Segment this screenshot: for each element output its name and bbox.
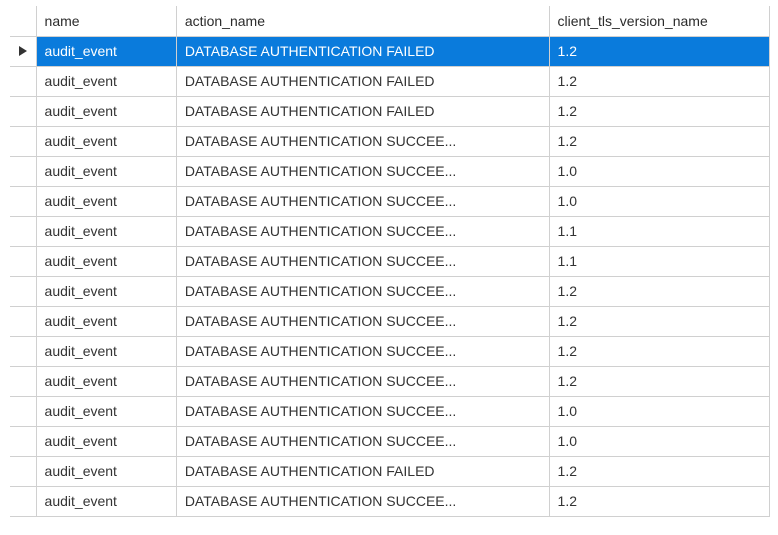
cell-name[interactable]: audit_event (36, 246, 176, 276)
cell-name[interactable]: audit_event (36, 186, 176, 216)
row-indicator[interactable] (10, 396, 36, 426)
row-indicator[interactable] (10, 276, 36, 306)
table-row[interactable]: audit_eventDATABASE AUTHENTICATION FAILE… (10, 36, 770, 66)
current-row-arrow-icon (18, 45, 28, 57)
table-row[interactable]: audit_eventDATABASE AUTHENTICATION FAILE… (10, 66, 770, 96)
table-row[interactable]: audit_eventDATABASE AUTHENTICATION SUCCE… (10, 306, 770, 336)
cell-name[interactable]: audit_event (36, 366, 176, 396)
cell-name[interactable]: audit_event (36, 66, 176, 96)
cell-action[interactable]: DATABASE AUTHENTICATION SUCCEE... (176, 186, 549, 216)
cell-action[interactable]: DATABASE AUTHENTICATION SUCCEE... (176, 216, 549, 246)
table-row[interactable]: audit_eventDATABASE AUTHENTICATION SUCCE… (10, 126, 770, 156)
cell-tls[interactable]: 1.0 (549, 396, 769, 426)
row-indicator-header (10, 6, 36, 36)
cell-name[interactable]: audit_event (36, 396, 176, 426)
cell-action[interactable]: DATABASE AUTHENTICATION SUCCEE... (176, 486, 549, 516)
table-row[interactable]: audit_eventDATABASE AUTHENTICATION FAILE… (10, 96, 770, 126)
cell-action[interactable]: DATABASE AUTHENTICATION SUCCEE... (176, 126, 549, 156)
cell-action[interactable]: DATABASE AUTHENTICATION SUCCEE... (176, 306, 549, 336)
row-indicator[interactable] (10, 36, 36, 66)
cell-action[interactable]: DATABASE AUTHENTICATION SUCCEE... (176, 366, 549, 396)
column-header-name[interactable]: name (36, 6, 176, 36)
row-indicator[interactable] (10, 336, 36, 366)
cell-tls[interactable]: 1.2 (549, 36, 769, 66)
cell-name[interactable]: audit_event (36, 306, 176, 336)
cell-name[interactable]: audit_event (36, 126, 176, 156)
table-row[interactable]: audit_eventDATABASE AUTHENTICATION SUCCE… (10, 426, 770, 456)
cell-name[interactable]: audit_event (36, 36, 176, 66)
row-indicator[interactable] (10, 126, 36, 156)
column-header-tls[interactable]: client_tls_version_name (549, 6, 769, 36)
table-row[interactable]: audit_eventDATABASE AUTHENTICATION SUCCE… (10, 156, 770, 186)
cell-tls[interactable]: 1.1 (549, 216, 769, 246)
cell-action[interactable]: DATABASE AUTHENTICATION FAILED (176, 36, 549, 66)
cell-tls[interactable]: 1.0 (549, 156, 769, 186)
cell-tls[interactable]: 1.1 (549, 246, 769, 276)
cell-action[interactable]: DATABASE AUTHENTICATION SUCCEE... (176, 426, 549, 456)
table-row[interactable]: audit_eventDATABASE AUTHENTICATION SUCCE… (10, 486, 770, 516)
column-header-action[interactable]: action_name (176, 6, 549, 36)
cell-name[interactable]: audit_event (36, 486, 176, 516)
cell-tls[interactable]: 1.2 (549, 66, 769, 96)
cell-action[interactable]: DATABASE AUTHENTICATION SUCCEE... (176, 336, 549, 366)
table-row[interactable]: audit_eventDATABASE AUTHENTICATION SUCCE… (10, 336, 770, 366)
cell-name[interactable]: audit_event (36, 216, 176, 246)
cell-name[interactable]: audit_event (36, 96, 176, 126)
cell-tls[interactable]: 1.0 (549, 186, 769, 216)
row-indicator[interactable] (10, 66, 36, 96)
row-indicator[interactable] (10, 456, 36, 486)
table-row[interactable]: audit_eventDATABASE AUTHENTICATION SUCCE… (10, 246, 770, 276)
cell-name[interactable]: audit_event (36, 156, 176, 186)
row-indicator[interactable] (10, 186, 36, 216)
cell-name[interactable]: audit_event (36, 426, 176, 456)
cell-name[interactable]: audit_event (36, 456, 176, 486)
cell-name[interactable]: audit_event (36, 276, 176, 306)
cell-action[interactable]: DATABASE AUTHENTICATION FAILED (176, 66, 549, 96)
row-indicator[interactable] (10, 426, 36, 456)
cell-action[interactable]: DATABASE AUTHENTICATION SUCCEE... (176, 246, 549, 276)
row-indicator[interactable] (10, 306, 36, 336)
table-row[interactable]: audit_eventDATABASE AUTHENTICATION FAILE… (10, 456, 770, 486)
table-row[interactable]: audit_eventDATABASE AUTHENTICATION SUCCE… (10, 276, 770, 306)
cell-tls[interactable]: 1.2 (549, 96, 769, 126)
cell-tls[interactable]: 1.2 (549, 456, 769, 486)
row-indicator[interactable] (10, 366, 36, 396)
cell-action[interactable]: DATABASE AUTHENTICATION SUCCEE... (176, 276, 549, 306)
cell-tls[interactable]: 1.2 (549, 306, 769, 336)
header-row: name action_name client_tls_version_name (10, 6, 770, 36)
results-grid[interactable]: name action_name client_tls_version_name… (10, 6, 770, 517)
cell-action[interactable]: DATABASE AUTHENTICATION FAILED (176, 96, 549, 126)
cell-tls[interactable]: 1.2 (549, 366, 769, 396)
table-row[interactable]: audit_eventDATABASE AUTHENTICATION SUCCE… (10, 366, 770, 396)
table-row[interactable]: audit_eventDATABASE AUTHENTICATION SUCCE… (10, 186, 770, 216)
cell-tls[interactable]: 1.2 (549, 126, 769, 156)
row-indicator[interactable] (10, 156, 36, 186)
row-indicator[interactable] (10, 96, 36, 126)
cell-tls[interactable]: 1.2 (549, 276, 769, 306)
cell-action[interactable]: DATABASE AUTHENTICATION SUCCEE... (176, 396, 549, 426)
row-indicator[interactable] (10, 216, 36, 246)
cell-action[interactable]: DATABASE AUTHENTICATION SUCCEE... (176, 156, 549, 186)
cell-tls[interactable]: 1.0 (549, 426, 769, 456)
cell-tls[interactable]: 1.2 (549, 486, 769, 516)
cell-name[interactable]: audit_event (36, 336, 176, 366)
table-row[interactable]: audit_eventDATABASE AUTHENTICATION SUCCE… (10, 216, 770, 246)
table-row[interactable]: audit_eventDATABASE AUTHENTICATION SUCCE… (10, 396, 770, 426)
cell-action[interactable]: DATABASE AUTHENTICATION FAILED (176, 456, 549, 486)
row-indicator[interactable] (10, 486, 36, 516)
row-indicator[interactable] (10, 246, 36, 276)
cell-tls[interactable]: 1.2 (549, 336, 769, 366)
